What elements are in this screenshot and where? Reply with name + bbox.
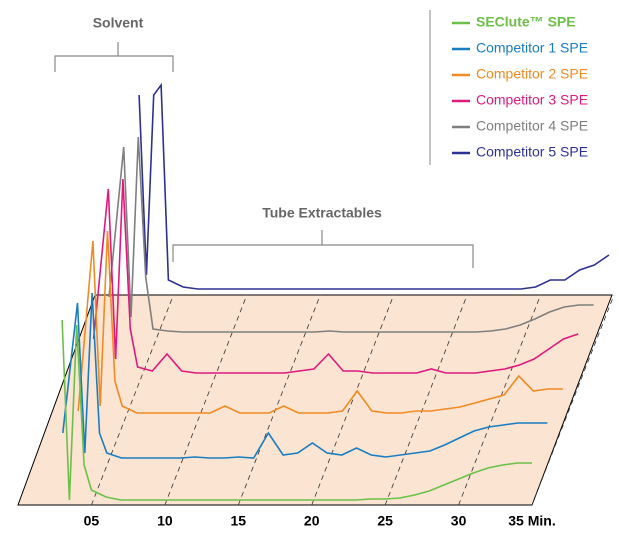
trace — [77, 230, 563, 414]
x-tick-label: 20 — [304, 513, 320, 529]
trace — [138, 82, 610, 290]
floor — [17, 294, 613, 506]
x-tick-label: 30 — [451, 513, 467, 529]
grid-line — [91, 294, 174, 506]
x-tick-label: 10 — [157, 513, 173, 529]
grid-line — [237, 294, 321, 506]
trace — [61, 319, 532, 501]
legend-label: Competitor 3 SPE — [476, 92, 588, 108]
legend-label: Competitor 2 SPE — [476, 66, 588, 82]
x-tick-label: 05 — [84, 513, 100, 529]
trace — [108, 136, 594, 333]
grid — [91, 294, 615, 506]
grid-line — [164, 294, 248, 506]
legend: SEClute™ SPE Competitor 1 SPE Competitor 2… — [452, 14, 588, 160]
extractables-bracket — [172, 230, 474, 268]
traces — [61, 82, 610, 501]
x-tick-label: 25 — [377, 513, 393, 529]
x-tick-label: 15 — [230, 513, 246, 529]
annotation: Tube Extractables — [262, 205, 382, 221]
solvent-bracket — [54, 42, 174, 72]
grid-line — [311, 294, 395, 506]
grid-line — [458, 294, 541, 506]
legend-label: Competitor 1 SPE — [476, 40, 588, 56]
annotation: Solvent — [93, 15, 144, 31]
legend-label: SEClute™ SPE — [476, 14, 576, 30]
grid-line — [384, 294, 468, 506]
x-tick-label: 35 Min. — [508, 513, 555, 529]
legend-label: Competitor 4 SPE — [476, 118, 588, 134]
legend-label: Competitor 5 SPE — [476, 144, 588, 160]
trace — [92, 178, 579, 374]
x-axis: 05 10 15 20 25 30 35 Min. — [84, 513, 556, 529]
trace — [62, 292, 548, 459]
grid-line — [531, 294, 615, 506]
